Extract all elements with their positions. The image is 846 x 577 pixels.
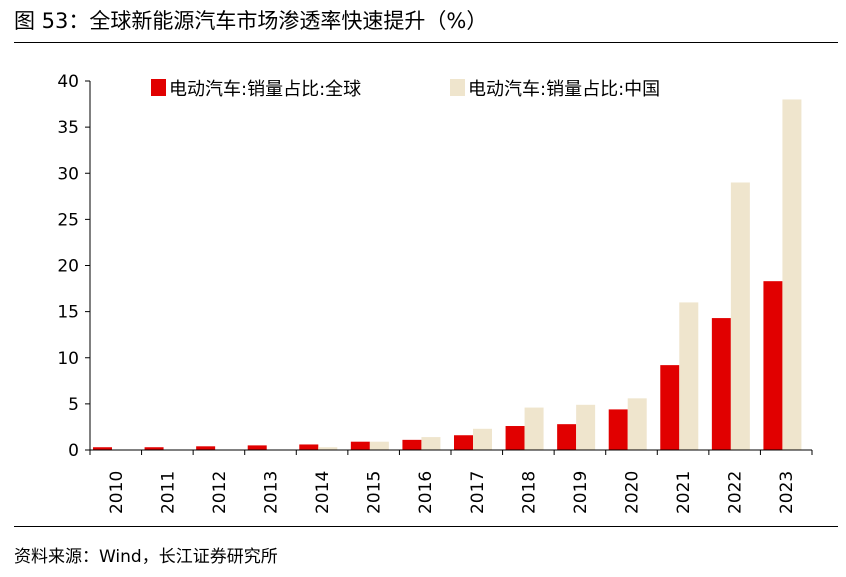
y-tick-label: 30	[57, 164, 79, 184]
bar-global-2015	[350, 441, 370, 450]
bar-china-2022	[730, 182, 750, 450]
x-tick-label: 2023	[777, 471, 797, 514]
chart-title: 图 53：全球新能源汽车市场渗透率快速提升（%）	[14, 9, 488, 33]
x-tick-label: 2022	[726, 471, 746, 514]
y-tick-label: 35	[57, 118, 79, 138]
bar-china-2014	[318, 447, 338, 450]
x-tick-label: 2014	[313, 471, 333, 514]
y-axis: 0 5 10 15 20 25 30 35 40	[57, 72, 91, 461]
bar-china-2015	[369, 441, 389, 450]
bar-global-2023	[763, 281, 783, 450]
y-tick-label: 10	[57, 349, 79, 369]
x-tick-label: 2016	[416, 471, 436, 514]
x-tick-label: 2018	[519, 471, 539, 514]
bar-china-2020	[627, 398, 647, 450]
legend: 电动汽车:销量占比:全球 电动汽车:销量占比:中国	[151, 79, 660, 100]
bar-china-2017	[473, 428, 492, 450]
footer-divider	[14, 526, 838, 527]
bar-global-2017	[454, 435, 473, 450]
bar-china-2018	[524, 407, 544, 450]
x-tick-label: 2017	[468, 471, 488, 514]
title-divider	[14, 42, 838, 43]
bar-china-2016	[421, 437, 441, 450]
bar-global-2013	[247, 445, 267, 450]
bar-global-2018	[505, 426, 525, 450]
bars	[93, 99, 802, 450]
x-tick-label: 2011	[158, 471, 178, 514]
bar-global-2010	[93, 447, 112, 450]
y-tick-label: 15	[57, 303, 79, 323]
y-tick-label: 25	[57, 210, 79, 230]
y-tick-label: 0	[68, 441, 79, 461]
x-tick-label: 2010	[107, 471, 127, 514]
legend-swatch	[450, 79, 465, 96]
bar-global-2014	[299, 444, 319, 450]
legend-swatch	[151, 79, 166, 96]
bar-china-2019	[576, 404, 596, 450]
bar-global-2020	[608, 409, 628, 450]
x-tick-label: 2019	[571, 471, 591, 514]
bar-global-2021	[660, 365, 680, 450]
bar-global-2016	[402, 439, 422, 450]
bar-china-2021	[679, 302, 699, 450]
bar-global-2022	[711, 318, 731, 450]
bar-china-2023	[782, 99, 802, 450]
legend-label: 电动汽车:销量占比:全球	[169, 79, 361, 100]
x-tick-label: 2012	[210, 471, 230, 514]
x-axis: 2010 2011 2012 2013 2014 2015 2016 2017 2018 2019…	[89, 449, 813, 514]
x-tick-label: 2015	[365, 471, 385, 514]
x-tick-label: 2013	[262, 471, 282, 514]
bar-global-2012	[196, 446, 216, 450]
bar-global-2019	[557, 424, 577, 450]
x-tick-label: 2020	[623, 471, 643, 514]
legend-label: 电动汽车:销量占比:中国	[468, 79, 660, 100]
x-tick-label: 2021	[674, 471, 694, 514]
source-note: 资料来源：Wind，长江证券研究所	[14, 547, 278, 567]
y-tick-label: 5	[68, 395, 79, 415]
y-tick-label: 20	[57, 257, 79, 277]
bar-global-2011	[144, 447, 164, 450]
y-tick-label: 40	[57, 72, 79, 92]
